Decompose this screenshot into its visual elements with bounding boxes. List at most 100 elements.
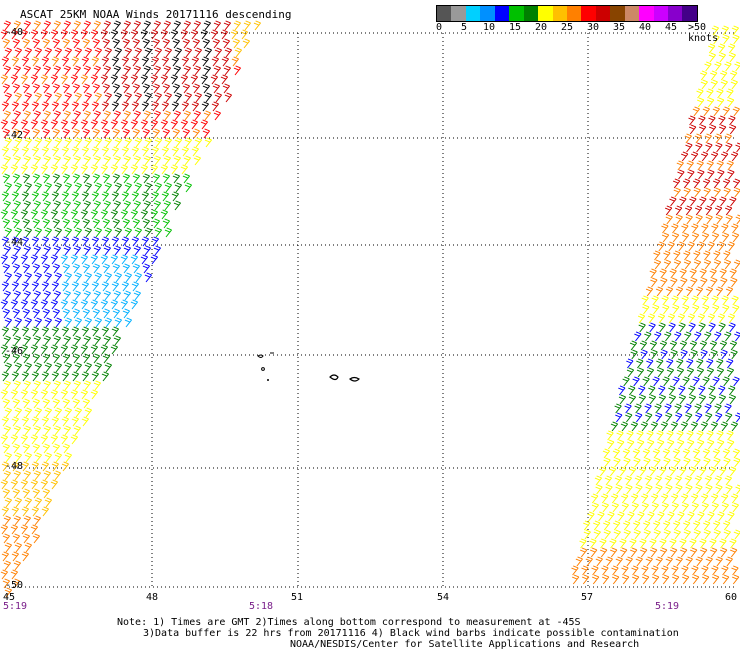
- wind-barb: [102, 38, 110, 49]
- wind-barb: [635, 556, 643, 567]
- wind-barb: [164, 182, 172, 193]
- wind-barb: [32, 353, 40, 364]
- wind-barb: [83, 20, 91, 31]
- wind-barb: [121, 56, 129, 67]
- wind-barb: [93, 200, 101, 211]
- wind-barb: [143, 245, 151, 256]
- wind-barb: [92, 263, 100, 274]
- wind-barb: [620, 421, 629, 432]
- wind-barb: [142, 263, 150, 274]
- wind-barb: [142, 128, 150, 139]
- wind-barb: [131, 281, 139, 292]
- wind-barb: [172, 83, 180, 94]
- wind-barb: [612, 448, 621, 459]
- wind-barb: [621, 574, 630, 585]
- wind-barb: [33, 65, 41, 76]
- wind-barb: [731, 574, 740, 585]
- wind-barb: [54, 272, 62, 283]
- wind-barb: [151, 236, 159, 247]
- wind-barb: [124, 47, 132, 58]
- wind-barb: [699, 538, 707, 549]
- wind-barb: [680, 151, 689, 162]
- wind-barb: [607, 439, 615, 450]
- wind-barb: [689, 268, 697, 279]
- wind-barb: [34, 92, 42, 103]
- wind-barb: [10, 164, 18, 175]
- wind-barb: [670, 349, 678, 360]
- wind-barb: [21, 281, 29, 292]
- legend-swatch: [639, 6, 654, 21]
- wind-barb: [718, 124, 727, 135]
- wind-barb: [710, 79, 718, 90]
- wind-barb: [688, 124, 697, 135]
- wind-barb: [81, 281, 89, 292]
- wind-barb: [71, 236, 79, 247]
- wind-barb: [661, 232, 670, 243]
- wind-barb: [53, 335, 61, 346]
- wind-barb: [701, 565, 709, 576]
- wind-barb: [23, 380, 31, 391]
- wind-barb: [685, 412, 693, 423]
- wind-barb: [203, 20, 211, 31]
- legend-swatch: [581, 6, 596, 21]
- wind-barb: [92, 173, 100, 184]
- wind-barb: [21, 416, 29, 427]
- wind-barb: [54, 137, 62, 148]
- wind-barb: [720, 421, 729, 432]
- wind-barb: [695, 412, 703, 423]
- wind-barb: [727, 169, 735, 180]
- wind-barb: [103, 290, 111, 301]
- wind-barb: [695, 214, 703, 225]
- wind-barb: [201, 101, 209, 112]
- wind-barb: [40, 29, 48, 40]
- wind-barb: [24, 92, 32, 103]
- wind-barb: [123, 20, 131, 31]
- wind-barb: [692, 178, 701, 189]
- wind-barb: [671, 565, 679, 576]
- legend-swatch: [566, 6, 582, 21]
- wind-barb: [112, 308, 120, 319]
- wind-barb: [730, 79, 738, 90]
- wind-barb: [90, 164, 98, 175]
- wind-barb: [152, 83, 160, 94]
- wind-barb: [80, 389, 88, 400]
- wind-barb: [184, 92, 192, 103]
- wind-barb: [4, 542, 12, 553]
- wind-barb: [30, 299, 38, 310]
- wind-barb: [731, 232, 740, 243]
- wind-barb: [92, 218, 100, 229]
- wind-barb: [11, 416, 19, 427]
- legend-label: 40: [639, 22, 652, 33]
- wind-barb: [655, 484, 663, 495]
- wind-barb: [13, 155, 21, 166]
- wind-barb: [644, 403, 652, 414]
- wind-barb: [31, 371, 39, 382]
- wind-barb: [52, 83, 60, 94]
- wind-barb: [721, 502, 729, 513]
- wind-barb: [701, 574, 710, 585]
- wind-barb: [695, 142, 703, 153]
- wind-barb: [718, 394, 727, 405]
- wind-barb: [611, 565, 619, 576]
- wind-barb: [587, 511, 595, 522]
- wind-barb: [51, 326, 59, 337]
- wind-barb: [73, 20, 81, 31]
- wind-barb: [160, 119, 168, 130]
- wind-barb: [621, 493, 629, 504]
- wind-barb: [130, 29, 138, 40]
- wind-barb: [143, 110, 151, 121]
- wind-barb: [645, 484, 653, 495]
- wind-barb: [162, 38, 170, 49]
- wind-barb: [717, 313, 726, 324]
- wind-barb: [13, 470, 21, 481]
- wind-barb: [602, 448, 611, 459]
- wind-barb: [124, 317, 132, 328]
- wind-barb: [33, 425, 41, 436]
- wind-barb: [42, 218, 50, 229]
- wind-barb: [64, 182, 72, 193]
- wind-barb: [174, 47, 182, 58]
- wind-barb: [677, 313, 686, 324]
- wind-barb: [32, 533, 40, 544]
- wind-barb: [615, 484, 623, 495]
- wind-barb: [615, 556, 623, 567]
